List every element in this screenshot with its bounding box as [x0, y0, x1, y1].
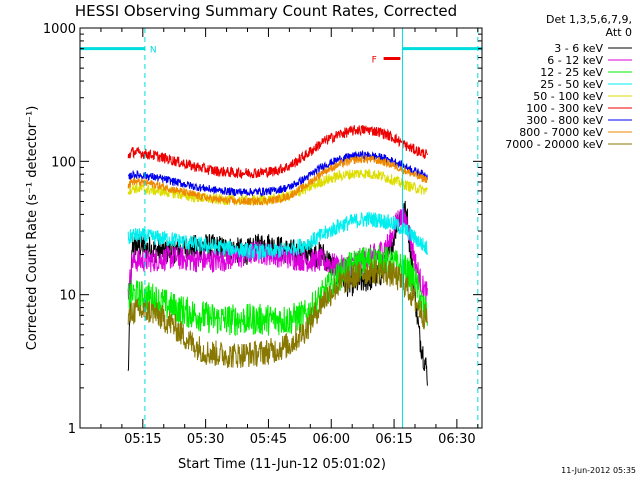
legend-entry-5: 100 - 300 keV	[526, 102, 603, 115]
y-tick-label-1: 10	[59, 289, 76, 304]
x-tick-label-4: 06:15	[375, 432, 412, 447]
y-tick-label-2: 100	[51, 155, 76, 170]
x-tick-label-0: 05:15	[124, 432, 161, 447]
legend-header-line-2: Att 0	[606, 26, 632, 39]
legend-entry-2: 12 - 25 keV	[540, 66, 603, 79]
y-tick-label-3: 1000	[43, 22, 76, 37]
plot-frame	[79, 27, 483, 429]
night-flag-label: N	[150, 46, 157, 56]
x-tick-label-1: 05:30	[187, 432, 224, 447]
series-line-6	[127, 149, 428, 198]
series-line-3	[127, 211, 428, 260]
flare-flag-label: F	[372, 56, 377, 66]
series-line-2	[127, 244, 428, 337]
legend-entry-0: 3 - 6 keV	[554, 42, 603, 55]
legend-entry-7: 800 - 7000 keV	[519, 126, 603, 139]
x-tick-label-5: 06:30	[438, 432, 475, 447]
series-line-8	[127, 258, 428, 369]
legend-entry-1: 6 - 12 keV	[547, 54, 603, 67]
x-tick-label-2: 05:45	[250, 432, 287, 447]
series-line-5	[127, 125, 428, 179]
x-axis-label: Start Time (11-Jun-12 05:01:02)	[178, 457, 386, 472]
chart-title: HESSI Observing Summary Count Rates, Cor…	[75, 2, 457, 20]
series-line-7	[127, 155, 428, 207]
legend-entry-6: 300 - 800 keV	[526, 114, 603, 127]
series-line-1	[127, 207, 428, 304]
legend-entry-3: 25 - 50 keV	[540, 78, 603, 91]
marker-layer: NF	[79, 28, 482, 428]
x-tick-label-3: 06:00	[313, 432, 350, 447]
legend-header-line-1: Det 1,3,5,6,7,9,	[546, 13, 632, 26]
series-line-0	[127, 200, 428, 386]
legend-entry-4: 50 - 100 keV	[533, 90, 603, 103]
series-layer	[127, 125, 428, 386]
legend-entry-8: 7000 - 20000 keV	[505, 138, 603, 151]
generation-timestamp: 11-Jun-2012 05:35	[561, 466, 636, 475]
y-axis-label: Corrected Count Rate (s⁻¹ detector⁻¹)	[25, 106, 40, 351]
axis-layer: 05:15 05:30 05:45 06:00 06:15 06:30 1 10 100 1000	[43, 22, 482, 447]
y-tick-label-0: 1	[68, 422, 76, 437]
